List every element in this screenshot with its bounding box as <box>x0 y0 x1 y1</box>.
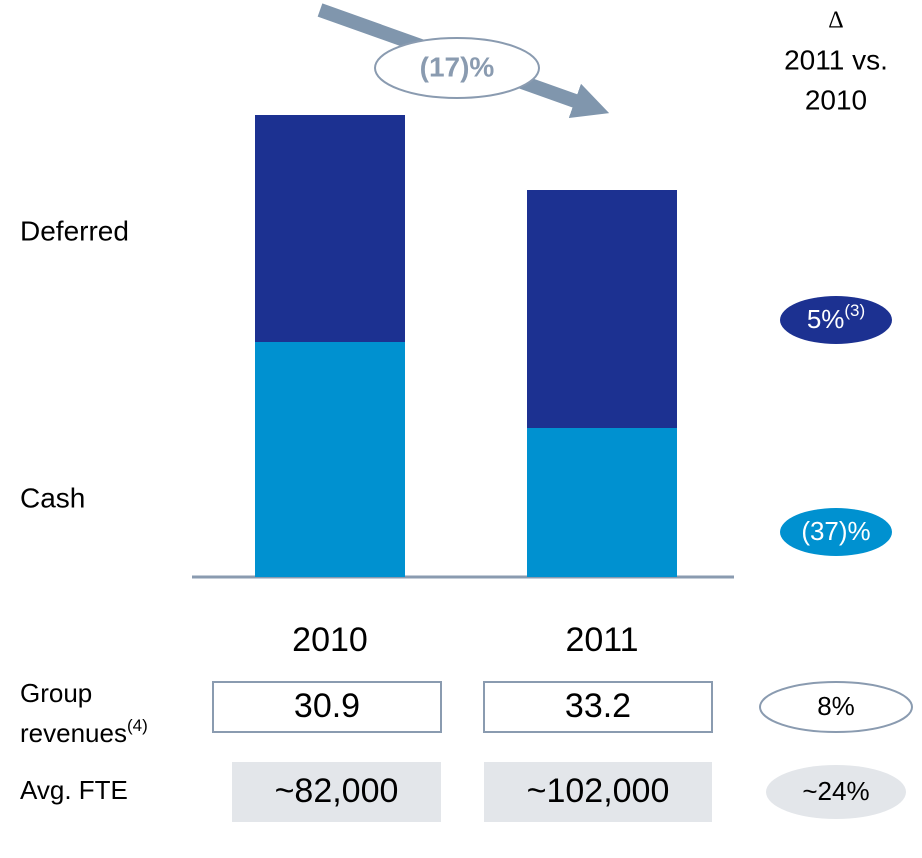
annotation-bubble <box>374 37 540 99</box>
x-tick-label: 2010 <box>292 621 368 659</box>
change-bubble <box>780 508 892 556</box>
row-change: 8% <box>817 691 855 721</box>
x-tick-label: 2011 <box>565 621 638 659</box>
delta-header: 2011 vs. <box>784 44 888 75</box>
change-bubble <box>780 296 892 344</box>
series-label: Cash <box>20 482 85 513</box>
delta-header: Δ <box>828 8 843 34</box>
value-box <box>232 762 441 822</box>
row-value: ~102,000 <box>527 772 670 810</box>
value-box <box>483 681 713 733</box>
row-value: 33.2 <box>565 687 631 725</box>
row-value: 30.9 <box>294 687 360 725</box>
value-box <box>484 762 712 822</box>
row-change-bubble <box>759 681 913 733</box>
row-label: Group <box>20 678 92 708</box>
row-label: Avg. FTE <box>20 775 128 805</box>
row-label-text: Group <box>20 678 92 708</box>
bar-segment <box>255 115 405 342</box>
series-label: Deferred <box>20 215 129 246</box>
annotation: (17)% <box>420 51 495 82</box>
delta-header: 2010 <box>805 84 867 115</box>
row-value: ~82,000 <box>275 772 399 810</box>
change-label: (37)% <box>801 516 870 546</box>
value-box <box>212 681 442 733</box>
change-note: (3) <box>844 301 865 320</box>
row-change-bubble <box>766 765 906 819</box>
row-label-note: (4) <box>127 716 148 735</box>
change-label: 5%(3) <box>807 301 865 333</box>
row-label: revenues(4) <box>20 716 148 747</box>
change-value: 5% <box>807 304 845 334</box>
row-change: ~24% <box>802 776 869 806</box>
row-label-text: revenues <box>20 718 127 748</box>
change-value: (37)% <box>801 516 870 546</box>
bar-segment <box>527 428 677 577</box>
bar-segment <box>255 342 405 577</box>
bar-segment <box>527 190 677 428</box>
